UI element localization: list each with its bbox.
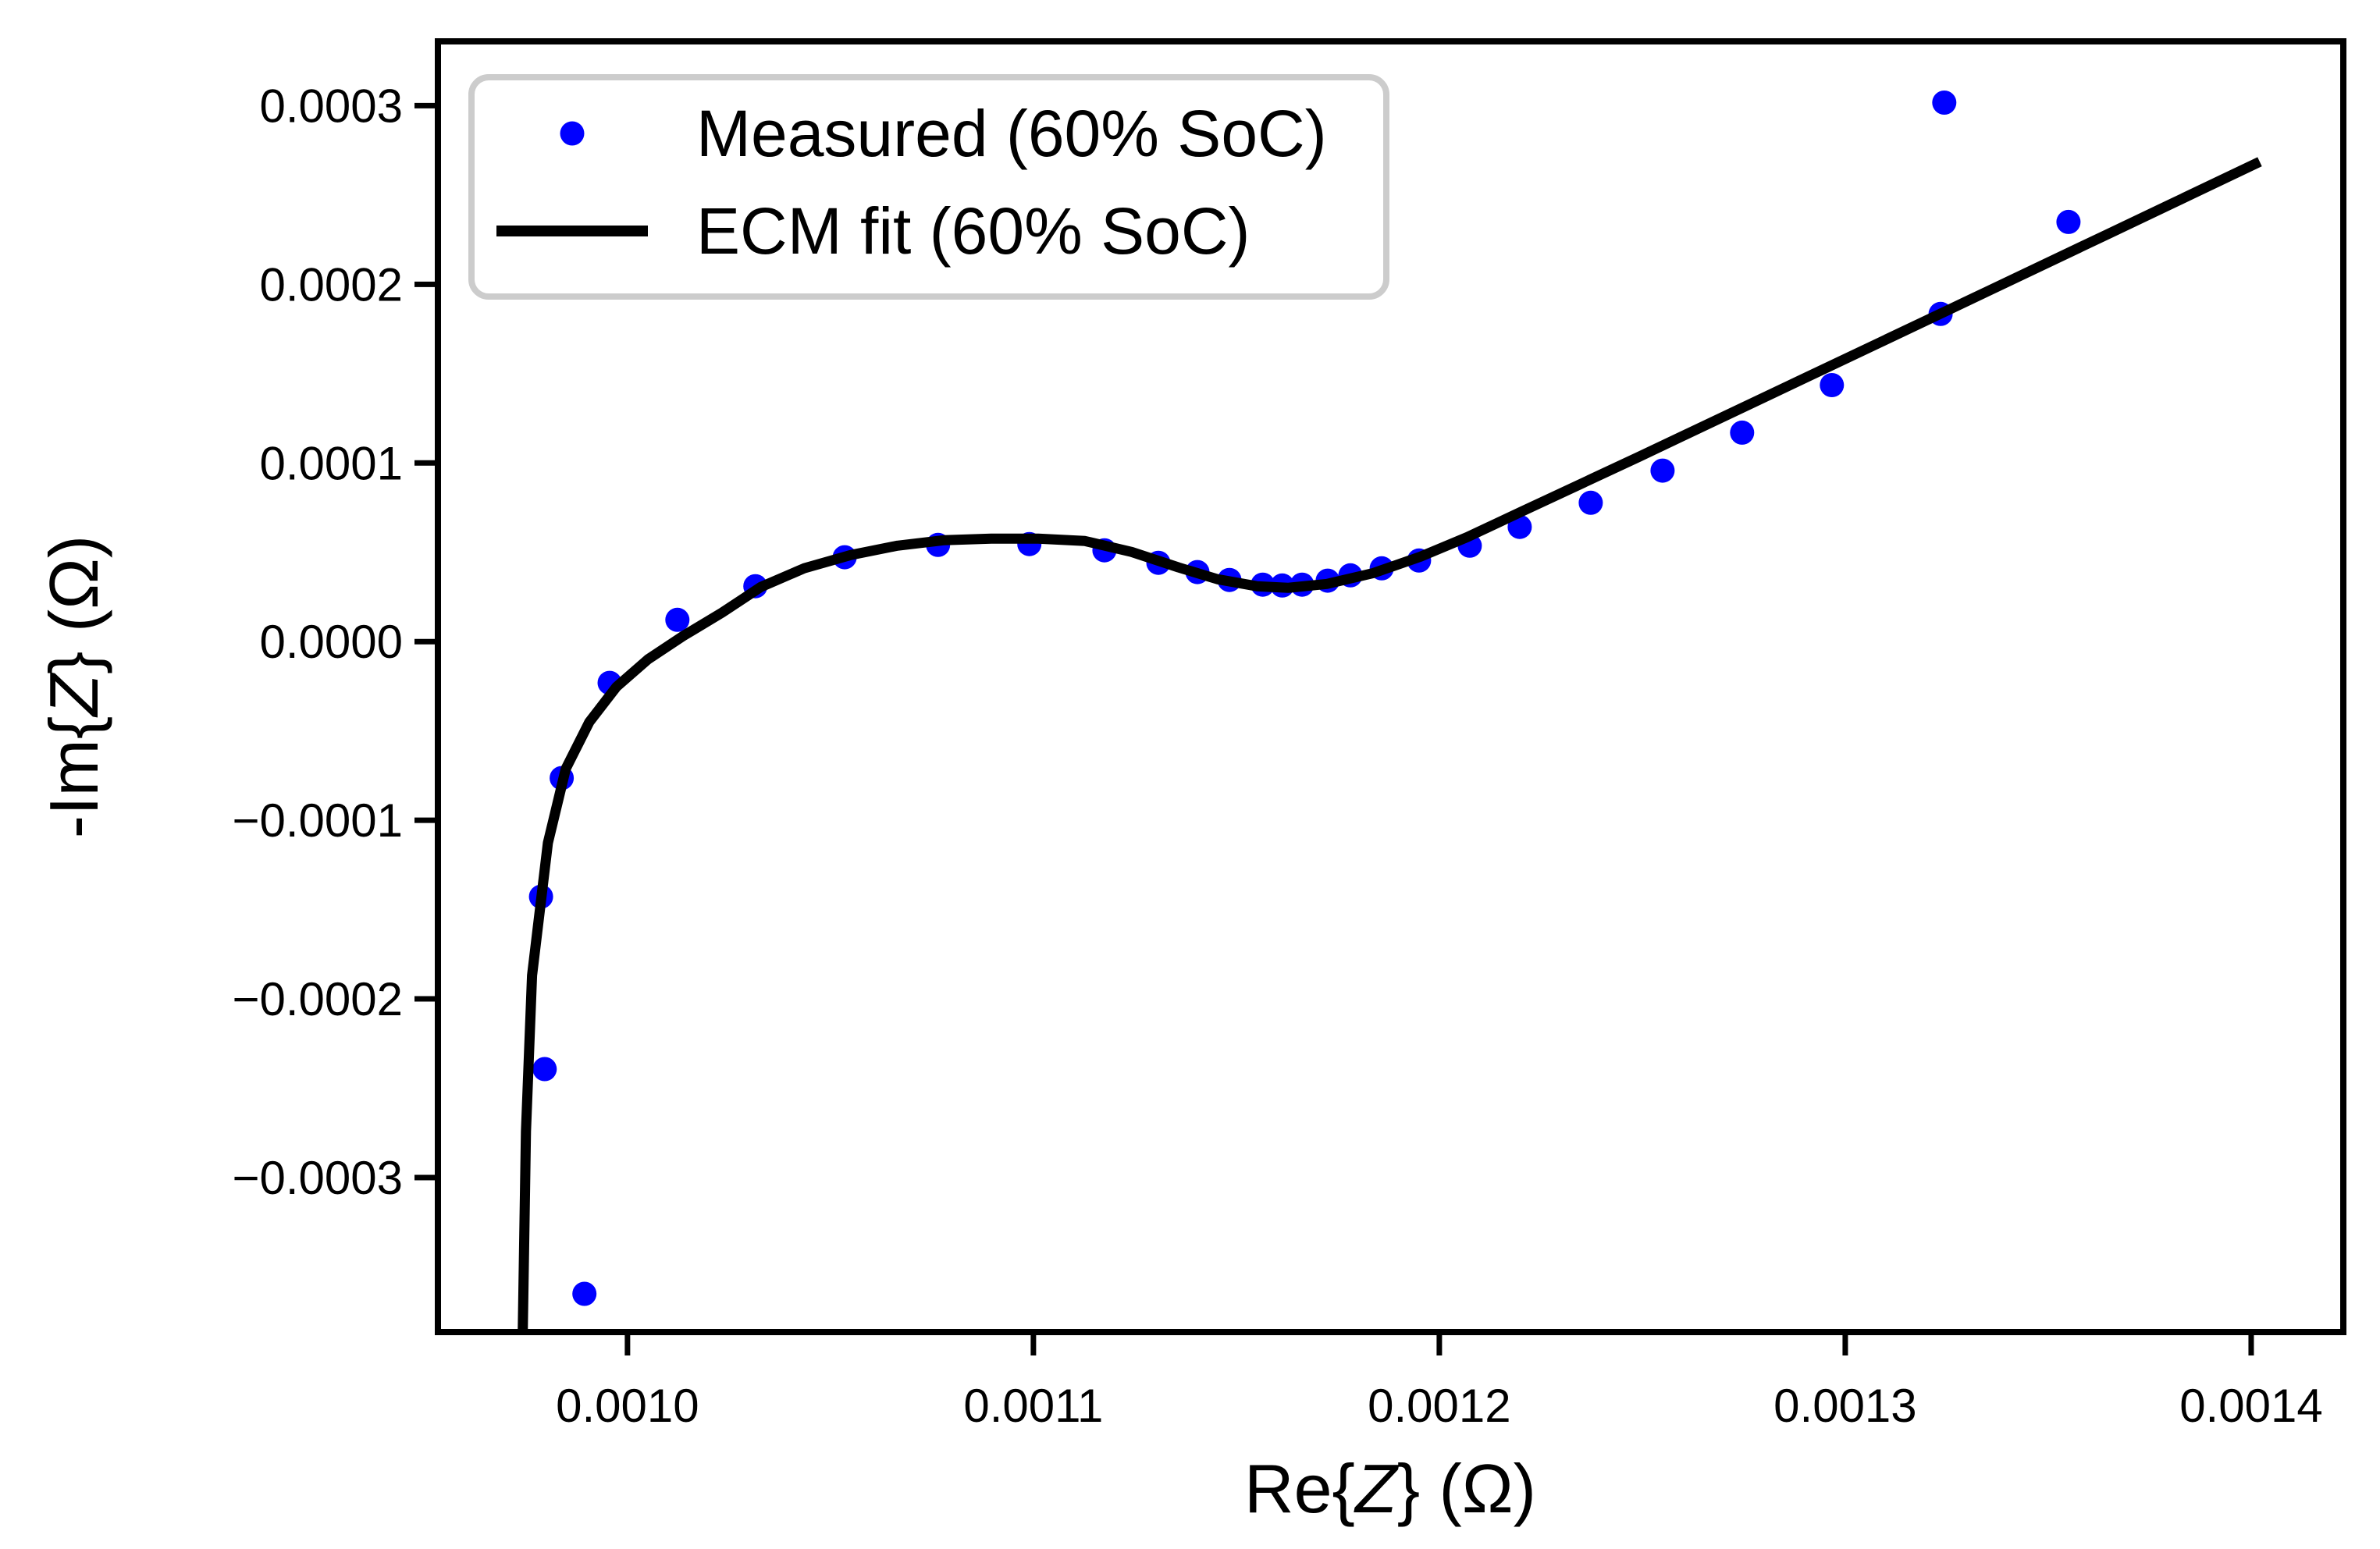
measured-data-point: [2056, 209, 2081, 234]
legend-marker-measured: [560, 121, 585, 146]
y-tick-label: 0.0002: [259, 258, 403, 311]
axes-box: [435, 38, 2346, 1335]
legend-entry-measured: Measured (60% SoC): [696, 97, 1327, 170]
measured-data-point: [1578, 490, 1603, 515]
axis-ticks: 0.0010 0.0011 0.0012 0.0013 0.0014 0.0003 0.00…: [232, 80, 2322, 1432]
y-axis-label: -Im{Z} (Ω): [35, 535, 112, 838]
x-tick-label: 0.0012: [1368, 1380, 1511, 1432]
y-tick-label: −0.0001: [232, 794, 403, 847]
data-series: [518, 91, 2262, 1332]
x-tick-label: 0.0013: [1773, 1380, 1917, 1432]
measured-data-point: [532, 1057, 557, 1082]
x-tick-label: 0.0010: [556, 1380, 699, 1432]
measured-data-point: [1820, 373, 1845, 397]
ecm-fit-line: [518, 157, 2262, 1332]
x-tick-label: 0.0014: [2179, 1380, 2323, 1432]
y-tick-label: −0.0002: [232, 973, 403, 1025]
legend-box: [468, 74, 1389, 300]
plot-spines: [435, 38, 2346, 1335]
legend-entry-ecm-fit: ECM fit (60% SoC): [696, 194, 1250, 268]
measured-data-point: [1932, 91, 1957, 115]
y-tick-label: 0.0000: [259, 616, 403, 668]
measured-data-point: [1650, 458, 1675, 483]
y-tick-label: 0.0003: [259, 80, 403, 132]
legend: Measured (60% SoC) ECM fit (60% SoC): [468, 74, 1389, 300]
y-tick-label: 0.0001: [259, 437, 403, 489]
measured-data-point: [572, 1281, 597, 1306]
x-axis-label: Re{Z} (Ω): [1244, 1450, 1536, 1527]
x-tick-label: 0.0011: [963, 1380, 1103, 1432]
measured-data-point: [665, 607, 690, 632]
measured-data-point: [1730, 420, 1755, 445]
y-tick-label: −0.0003: [232, 1152, 403, 1204]
